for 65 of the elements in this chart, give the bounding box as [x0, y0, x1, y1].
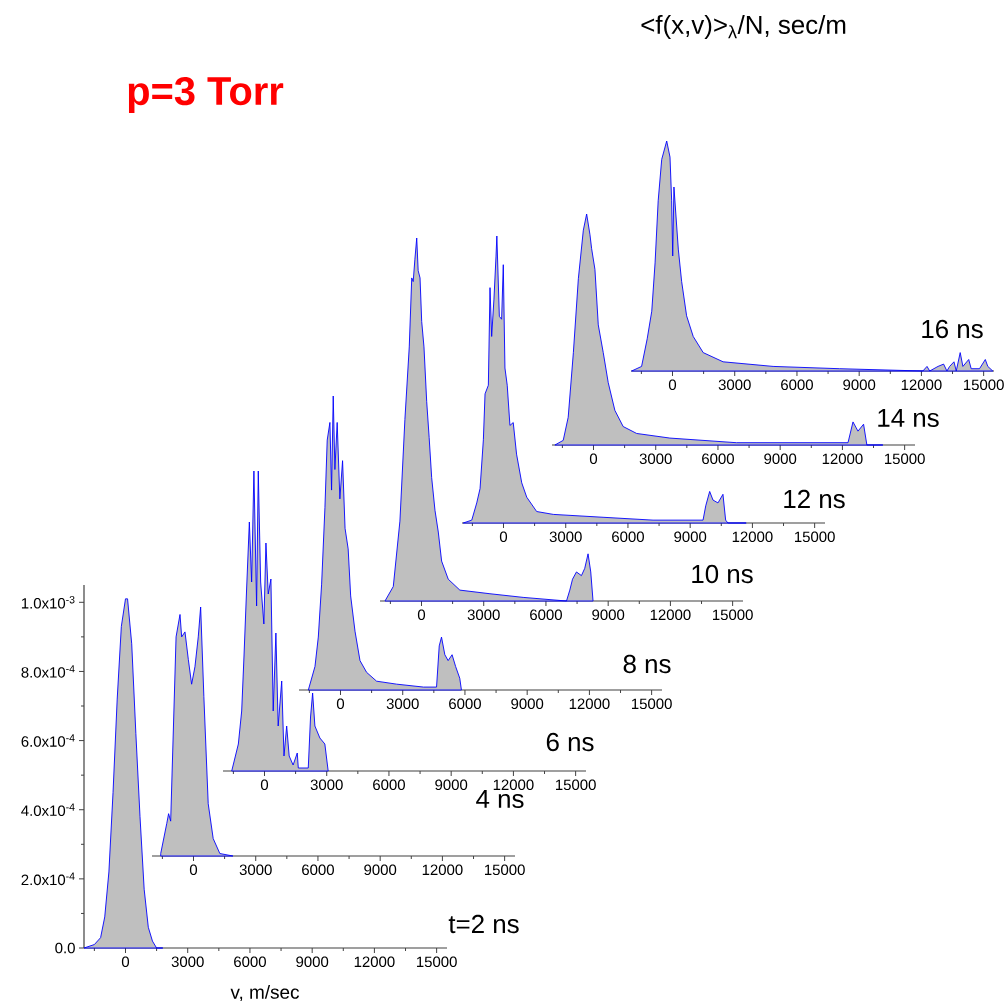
- x-tick-label: 6000: [234, 956, 266, 968]
- x-tick-label: 0: [189, 864, 198, 876]
- y-tick-label: 4.0x10$^{-4}$: [21, 803, 75, 816]
- text: 14 ns: [878, 408, 939, 428]
- x-axis-title: v, m/sec: [230, 984, 300, 1002]
- x-tick-label: 15000: [713, 609, 753, 621]
- x-tick-label: 12000: [569, 698, 610, 710]
- x-tick-label: 15000: [556, 779, 596, 791]
- x-tick-label: 9000: [511, 698, 544, 710]
- y-tick-label: 0.0: [55, 942, 75, 954]
- x-tick-label: 6000: [612, 531, 644, 543]
- x-tick-label: 12000: [732, 531, 773, 543]
- x-tick-label: 12000: [901, 379, 942, 391]
- y-tick-label: 2.0x10$^{-4}$: [21, 872, 75, 886]
- x-tick-label: 0: [589, 453, 598, 465]
- x-tick-label: 0: [499, 531, 508, 543]
- y-axis-title: <f(x,v)>$_{λ}$/N, sec/m: [641, 14, 846, 40]
- x-tick-label: 3000: [239, 864, 272, 876]
- x-tick-label: 3000: [386, 698, 419, 710]
- x-tick-label: 6000: [530, 609, 562, 621]
- y-tick-label: 6.0x10$^{-4}$: [21, 734, 75, 747]
- x-tick-label: 0: [668, 379, 677, 391]
- x-tick-label: 12000: [422, 864, 463, 876]
- text: 12 ns: [784, 489, 845, 509]
- text: t=2 ns: [448, 914, 519, 934]
- x-tick-label: 12000: [650, 609, 691, 621]
- x-tick-label: 9000: [843, 379, 876, 391]
- x-tick-label: 3000: [467, 609, 500, 621]
- x-tick-label: 15000: [417, 956, 457, 968]
- x-tick-label: 12000: [354, 956, 395, 968]
- y-tick-label: 8.0x10$^{-4}$: [21, 665, 75, 678]
- x-tick-label: 6000: [702, 453, 734, 465]
- x-tick-label: 15000: [795, 531, 835, 543]
- x-tick-label: 3000: [718, 379, 751, 391]
- x-tick-label: 0: [121, 956, 130, 968]
- x-tick-label: 3000: [549, 531, 582, 543]
- x-tick-label: 3000: [171, 956, 204, 968]
- text: 6 ns: [546, 732, 594, 752]
- x-tick-label: 6000: [449, 698, 481, 710]
- x-tick-label: 0: [336, 698, 345, 710]
- x-tick-label: 6000: [373, 779, 405, 791]
- text: 10 ns: [692, 564, 753, 584]
- x-tick-label: 15000: [885, 453, 925, 465]
- x-tick-label: 12000: [493, 779, 534, 791]
- x-tick-label: 15000: [485, 864, 525, 876]
- x-tick-label: 3000: [310, 779, 343, 791]
- x-tick-label: 9000: [592, 609, 625, 621]
- x-tick-label: 6000: [302, 864, 334, 876]
- x-tick-label: 9000: [435, 779, 468, 791]
- text: 4 ns: [476, 789, 524, 809]
- x-tick-label: 15000: [632, 698, 672, 710]
- x-tick-label: 0: [417, 609, 426, 621]
- text: 8 ns: [623, 654, 671, 674]
- y-tick-label: 1.0x10$^{-3}$: [21, 595, 75, 609]
- x-tick-label: 9000: [674, 531, 707, 543]
- x-tick-label: 9000: [364, 864, 397, 876]
- x-tick-label: 3000: [639, 453, 672, 465]
- text: 16 ns: [922, 319, 983, 339]
- x-tick-label: 6000: [781, 379, 813, 391]
- text: p=3 Torr: [128, 76, 284, 114]
- x-tick-label: 9000: [764, 453, 797, 465]
- x-tick-label: 12000: [822, 453, 863, 465]
- x-tick-label: 0: [260, 779, 269, 791]
- x-tick-label: 9000: [296, 956, 329, 968]
- x-tick-label: 15000: [964, 379, 1004, 391]
